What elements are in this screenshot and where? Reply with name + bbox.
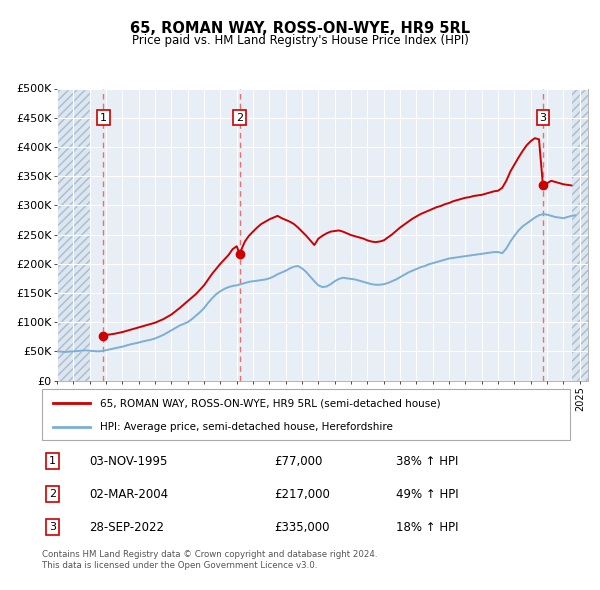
Bar (572, 88, 588, 381)
Text: 03-NOV-1995: 03-NOV-1995 (89, 454, 168, 468)
Bar (57, 88, 89, 381)
Text: 3: 3 (539, 113, 547, 123)
FancyBboxPatch shape (42, 389, 570, 440)
Text: 1: 1 (100, 113, 107, 123)
Text: 28-SEP-2022: 28-SEP-2022 (89, 520, 164, 534)
Text: 02-MAR-2004: 02-MAR-2004 (89, 487, 169, 501)
Text: This data is licensed under the Open Government Licence v3.0.: This data is licensed under the Open Gov… (42, 560, 317, 569)
Text: 2: 2 (49, 489, 56, 499)
Text: Contains HM Land Registry data © Crown copyright and database right 2024.: Contains HM Land Registry data © Crown c… (42, 550, 377, 559)
Text: £335,000: £335,000 (274, 520, 330, 534)
Text: 49% ↑ HPI: 49% ↑ HPI (396, 487, 458, 501)
Text: HPI: Average price, semi-detached house, Herefordshire: HPI: Average price, semi-detached house,… (100, 422, 393, 432)
Text: 2: 2 (236, 113, 243, 123)
Text: £217,000: £217,000 (274, 487, 330, 501)
Text: 18% ↑ HPI: 18% ↑ HPI (396, 520, 458, 534)
Text: 3: 3 (49, 522, 56, 532)
Text: 38% ↑ HPI: 38% ↑ HPI (396, 454, 458, 468)
Text: 65, ROMAN WAY, ROSS-ON-WYE, HR9 5RL (semi-detached house): 65, ROMAN WAY, ROSS-ON-WYE, HR9 5RL (sem… (100, 398, 441, 408)
Text: 65, ROMAN WAY, ROSS-ON-WYE, HR9 5RL: 65, ROMAN WAY, ROSS-ON-WYE, HR9 5RL (130, 21, 470, 35)
Text: 1: 1 (49, 456, 56, 466)
Text: Price paid vs. HM Land Registry's House Price Index (HPI): Price paid vs. HM Land Registry's House … (131, 34, 469, 47)
Text: £77,000: £77,000 (274, 454, 323, 468)
